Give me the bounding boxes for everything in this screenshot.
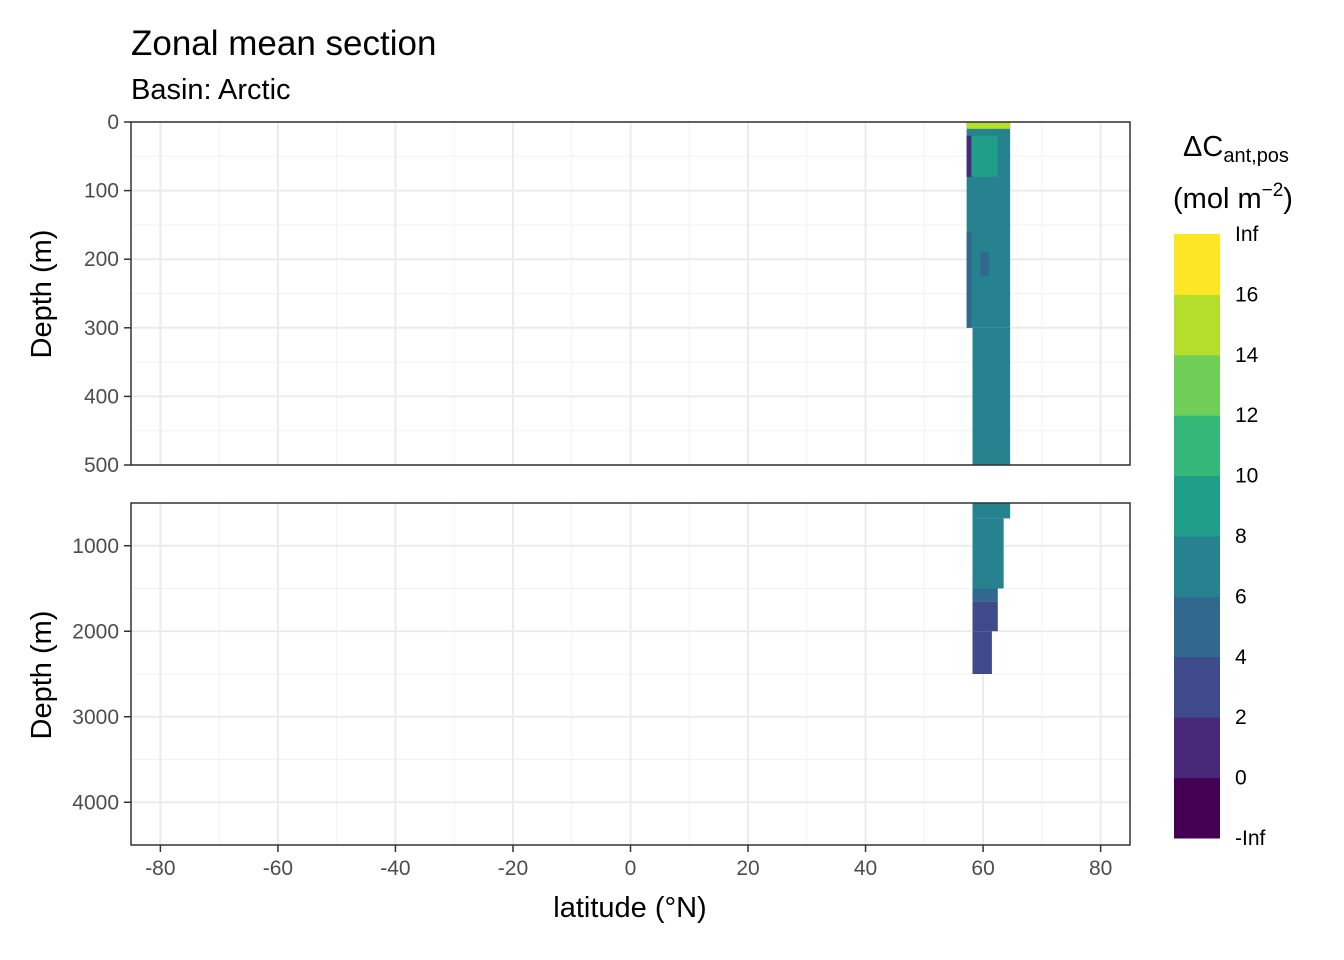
legend-label: 14 bbox=[1235, 344, 1259, 367]
legend-swatch bbox=[1174, 475, 1220, 537]
legend-label: 2 bbox=[1235, 706, 1247, 729]
x-axis-ticks: -80 -60 -40 -20 0 20 40 60 80 bbox=[145, 845, 1112, 880]
y-tick-label: 100 bbox=[84, 180, 119, 203]
lower-depth-panel: 1000 2000 3000 4000 bbox=[72, 502, 1131, 846]
panel-border bbox=[130, 121, 1131, 466]
legend-unit-main: (mol m bbox=[1173, 183, 1262, 215]
legend-swatch bbox=[1174, 354, 1220, 416]
x-tick-label: 20 bbox=[736, 857, 759, 880]
legend-swatch bbox=[1174, 717, 1220, 779]
x-tick-label: -80 bbox=[145, 857, 175, 880]
y-axis-label-lower: Depth (m) bbox=[26, 611, 58, 740]
data-cell bbox=[972, 601, 998, 632]
data-cell bbox=[966, 135, 975, 177]
x-tick-label: 40 bbox=[854, 857, 877, 880]
x-tick-label: -60 bbox=[263, 857, 293, 880]
y-tick-label: 2000 bbox=[72, 620, 119, 643]
legend-label: 8 bbox=[1235, 525, 1247, 548]
legend-swatch bbox=[1174, 656, 1220, 718]
legend-title: ΔCant,pos bbox=[1183, 131, 1289, 167]
x-tick-label: 60 bbox=[971, 857, 994, 880]
legend-swatch bbox=[1174, 777, 1220, 839]
legend-label: 12 bbox=[1235, 404, 1258, 427]
legend-swatch bbox=[1174, 596, 1220, 658]
legend-label: Inf bbox=[1235, 223, 1259, 246]
legend-swatch bbox=[1174, 234, 1220, 295]
legend-label: 10 bbox=[1235, 465, 1258, 488]
legend-title-main: ΔC bbox=[1183, 131, 1223, 163]
data-cell bbox=[972, 518, 1004, 589]
upper-depth-panel: 0 100 200 300 400 500 bbox=[84, 111, 1131, 477]
y-tick-label: 200 bbox=[84, 248, 119, 271]
y-tick-label: 500 bbox=[84, 454, 119, 477]
data-cell bbox=[966, 231, 972, 328]
legend-labels: -Inf 0 2 4 6 8 10 12 14 16 Inf bbox=[1235, 223, 1266, 850]
legend-unit: (mol m−2) bbox=[1173, 180, 1293, 215]
legend-colorbar bbox=[1174, 234, 1220, 839]
y-tick-label: 1000 bbox=[72, 535, 119, 558]
legend-label: 6 bbox=[1235, 585, 1247, 608]
data-cell bbox=[972, 588, 998, 602]
legend-unit-close: ) bbox=[1283, 183, 1293, 215]
y-axis-label-upper: Depth (m) bbox=[26, 230, 58, 359]
y-tick-label: 3000 bbox=[72, 706, 119, 729]
color-legend: ΔCant,pos (mol m−2) -Inf 0 2 4 6 8 10 12 14 16 Inf bbox=[1173, 131, 1293, 850]
chart-subtitle: Basin: Arctic bbox=[131, 74, 291, 106]
data-cell bbox=[972, 327, 1011, 465]
legend-label: 16 bbox=[1235, 283, 1258, 306]
legend-unit-superscript: −2 bbox=[1262, 180, 1284, 201]
y-tick-label: 4000 bbox=[72, 791, 119, 814]
legend-title-subscript: ant,pos bbox=[1223, 145, 1289, 167]
x-tick-label: -20 bbox=[498, 857, 528, 880]
legend-swatch bbox=[1174, 415, 1220, 477]
x-axis-label: latitude (°N) bbox=[553, 892, 706, 924]
x-tick-label: 0 bbox=[625, 857, 637, 880]
legend-swatch bbox=[1174, 536, 1220, 597]
data-cell bbox=[971, 135, 998, 177]
data-cell bbox=[972, 503, 1011, 519]
legend-label: 0 bbox=[1235, 767, 1247, 790]
data-cell bbox=[972, 631, 992, 674]
legend-label: -Inf bbox=[1235, 827, 1266, 850]
chart-title: Zonal mean section bbox=[131, 24, 436, 63]
y-tick-label: 300 bbox=[84, 317, 119, 340]
x-tick-label: -40 bbox=[380, 857, 410, 880]
y-tick-label: 400 bbox=[84, 385, 119, 408]
legend-swatch bbox=[1174, 294, 1220, 356]
x-tick-label: 80 bbox=[1089, 857, 1112, 880]
legend-label: 4 bbox=[1235, 646, 1247, 669]
data-cell bbox=[980, 252, 989, 277]
data-cell bbox=[966, 122, 1011, 129]
y-tick-label: 0 bbox=[107, 111, 119, 134]
